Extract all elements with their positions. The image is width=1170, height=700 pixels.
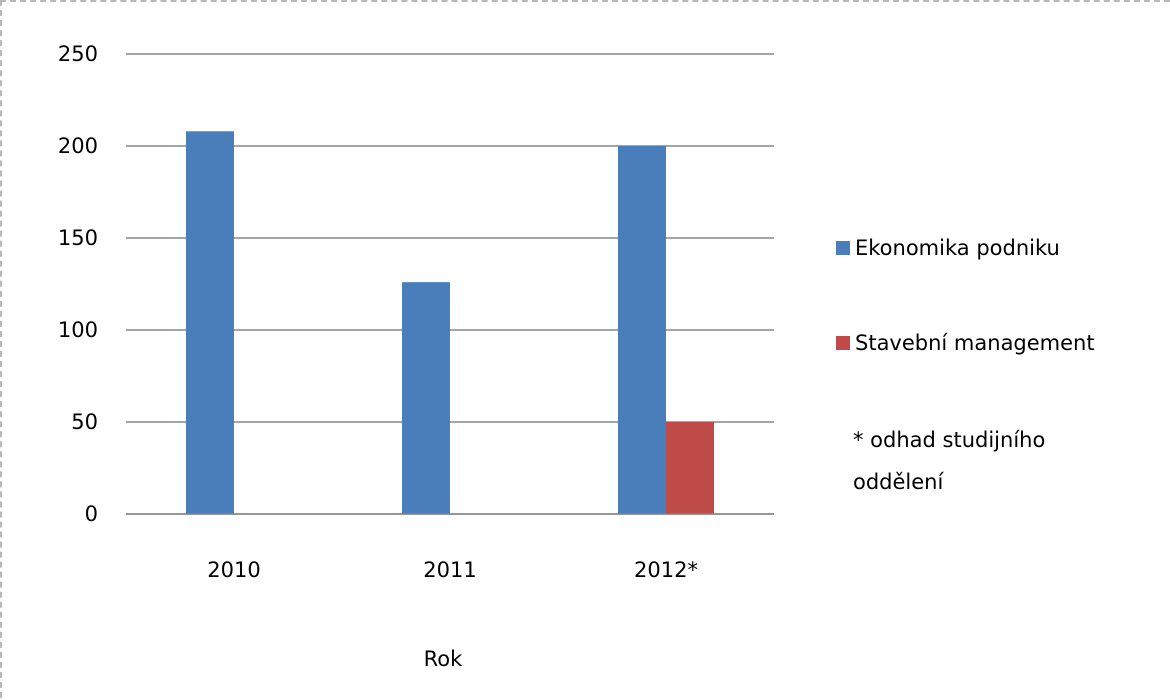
legend-label-stavebni-management: Stavební management — [855, 331, 1095, 355]
bar-ekonomika-podniku-2012 — [618, 146, 666, 514]
legend-swatch-ekonomika-podniku — [836, 241, 850, 255]
y-tick-label-250: 250 — [58, 42, 98, 66]
bars — [126, 131, 774, 515]
legend-note-line-1: * odhad studijního — [853, 428, 1045, 452]
x-tick-label-2012: 2012* — [634, 558, 698, 582]
x-axis-title: Rok — [424, 647, 463, 671]
bar-stavebn-management-2012 — [666, 422, 714, 514]
bar-ekonomika-podniku-2011 — [402, 282, 450, 514]
x-tick-label-2011: 2011 — [423, 558, 476, 582]
legend-swatch-stavebni-management — [836, 336, 850, 350]
y-axis-ticks: 0 50 100 150 200 250 — [58, 42, 98, 526]
x-axis-ticks: 2010 2011 2012* — [207, 558, 698, 582]
legend-note-line-2: oddělení — [853, 470, 944, 494]
y-tick-label-150: 150 — [58, 226, 98, 250]
legend-label-ekonomika-podniku: Ekonomika podniku — [855, 236, 1060, 260]
y-tick-label-50: 50 — [71, 410, 98, 434]
y-tick-label-200: 200 — [58, 134, 98, 158]
y-tick-label-100: 100 — [58, 318, 98, 342]
y-tick-label-0: 0 — [85, 502, 98, 526]
x-tick-label-2010: 2010 — [207, 558, 260, 582]
legend: Ekonomika podniku Stavební management * … — [836, 236, 1095, 494]
bar-ekonomika-podniku-2010 — [186, 131, 234, 514]
